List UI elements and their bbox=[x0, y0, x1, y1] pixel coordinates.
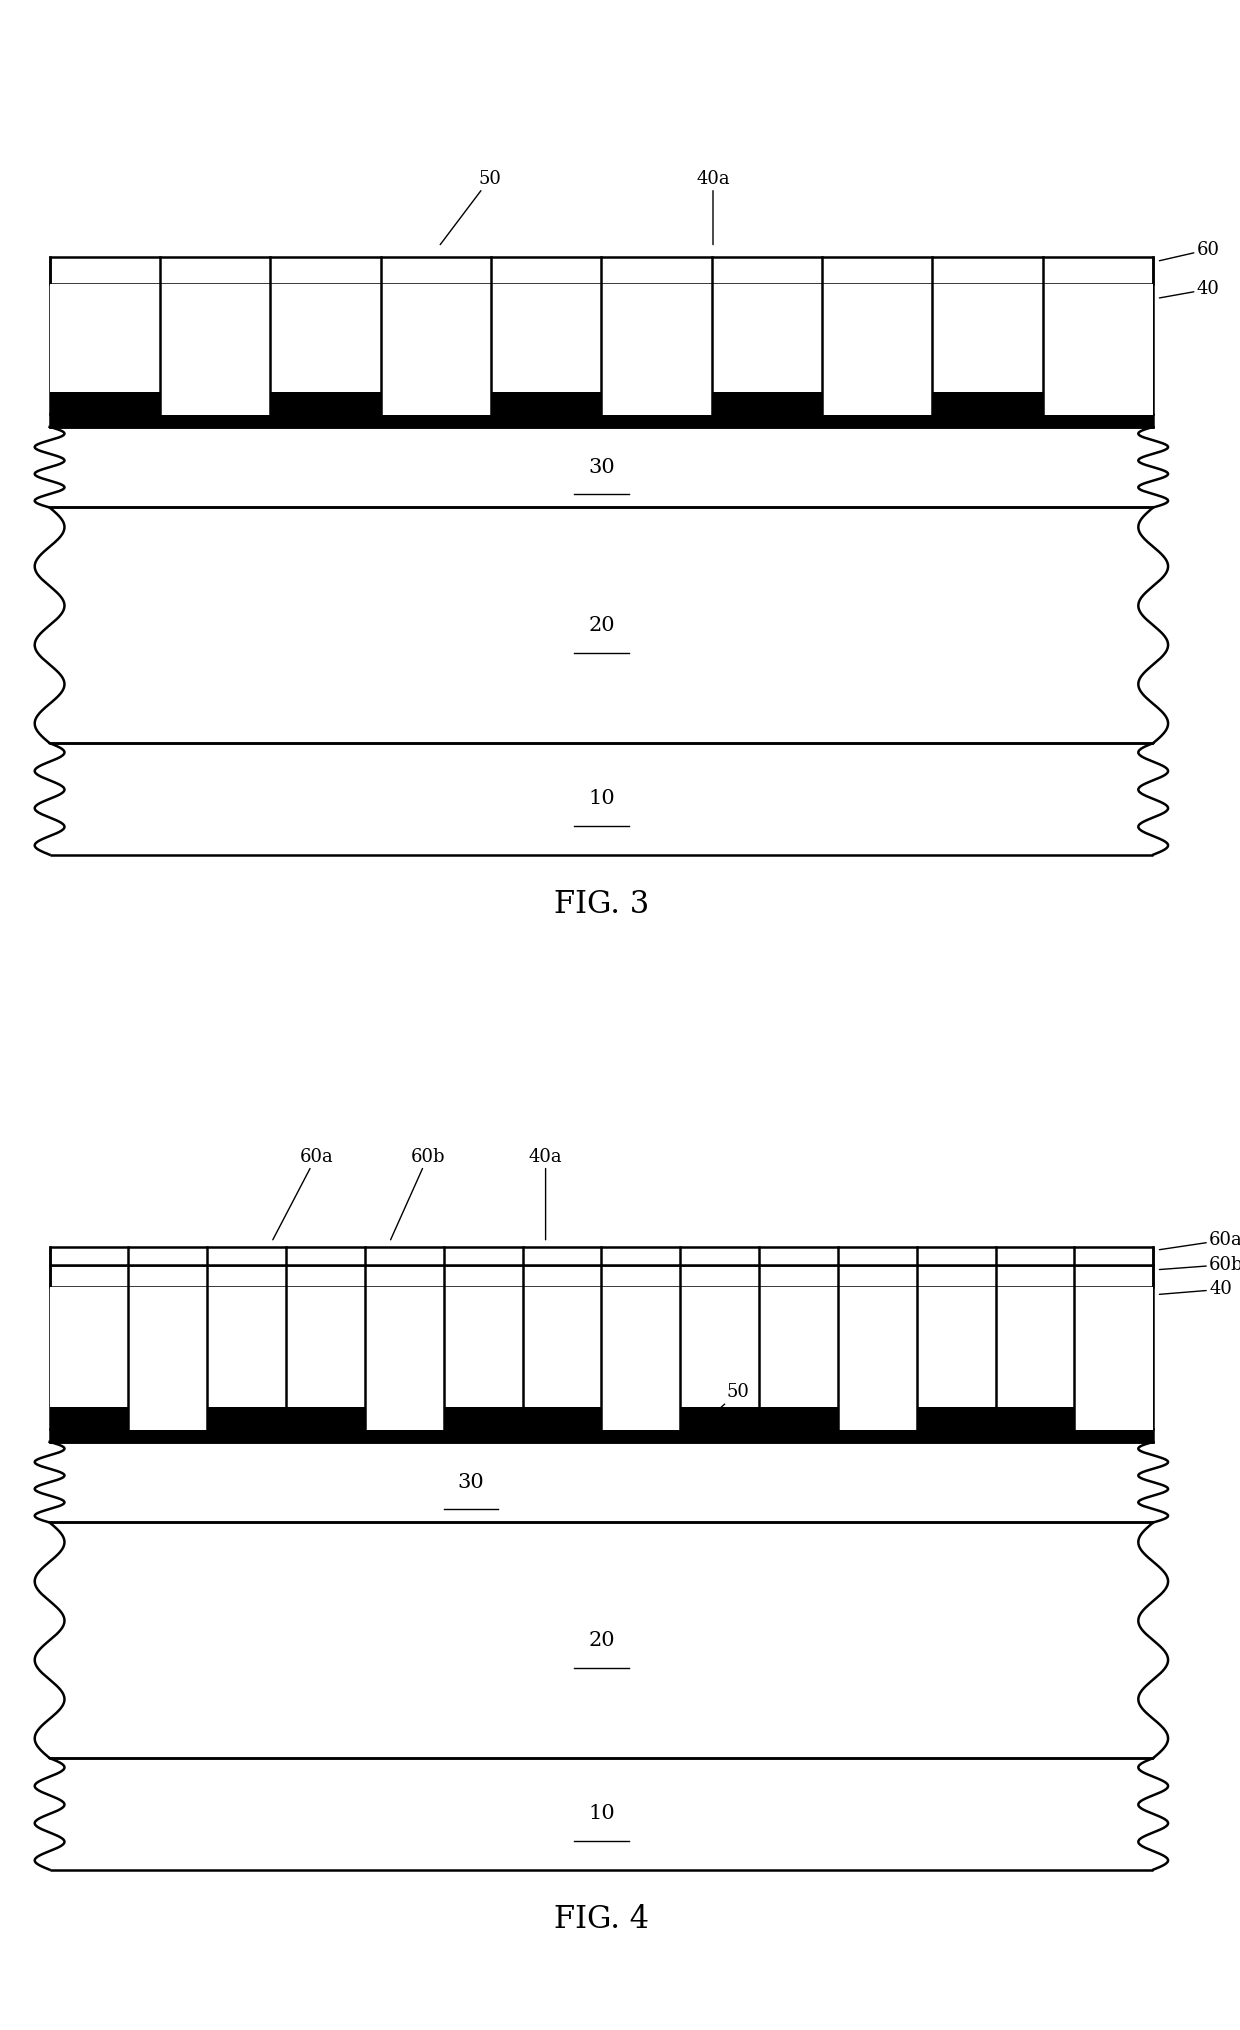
Bar bbox=[50, 1287, 1153, 1429]
Bar bbox=[491, 392, 601, 414]
Text: 60a: 60a bbox=[1159, 1230, 1240, 1250]
Bar bbox=[50, 1407, 129, 1429]
Text: 60b: 60b bbox=[391, 1147, 445, 1240]
Bar bbox=[50, 414, 1153, 426]
Text: 60: 60 bbox=[1159, 242, 1220, 260]
Text: 50: 50 bbox=[701, 1382, 749, 1425]
Bar bbox=[932, 392, 1043, 414]
Bar bbox=[759, 1407, 838, 1429]
Text: 30: 30 bbox=[588, 457, 615, 477]
Bar bbox=[444, 1407, 522, 1429]
Bar bbox=[522, 1407, 601, 1429]
Text: 20: 20 bbox=[588, 615, 615, 635]
Text: 60b: 60b bbox=[1159, 1257, 1240, 1273]
Bar bbox=[50, 392, 160, 414]
Text: 60a: 60a bbox=[273, 1147, 334, 1240]
Bar bbox=[50, 1429, 1153, 1441]
Bar bbox=[712, 392, 822, 414]
Bar bbox=[286, 1407, 365, 1429]
Text: 40a: 40a bbox=[528, 1147, 563, 1240]
Bar bbox=[207, 1407, 286, 1429]
Text: FIG. 4: FIG. 4 bbox=[554, 1904, 649, 1935]
Bar bbox=[996, 1407, 1074, 1429]
Bar bbox=[50, 1265, 1153, 1287]
Bar bbox=[681, 1407, 759, 1429]
Bar bbox=[270, 392, 381, 414]
Text: 30: 30 bbox=[458, 1472, 485, 1492]
Bar bbox=[50, 1246, 1153, 1265]
Text: 40: 40 bbox=[1159, 1281, 1231, 1299]
Text: 50: 50 bbox=[440, 171, 501, 246]
Text: 20: 20 bbox=[588, 1630, 615, 1650]
Text: 40a: 40a bbox=[696, 171, 730, 246]
Text: 40: 40 bbox=[1159, 280, 1219, 298]
Bar bbox=[50, 258, 1153, 284]
Bar bbox=[916, 1407, 996, 1429]
Text: FIG. 3: FIG. 3 bbox=[554, 889, 649, 920]
Text: 10: 10 bbox=[588, 1805, 615, 1823]
Bar bbox=[50, 284, 1153, 414]
Text: 10: 10 bbox=[588, 790, 615, 808]
